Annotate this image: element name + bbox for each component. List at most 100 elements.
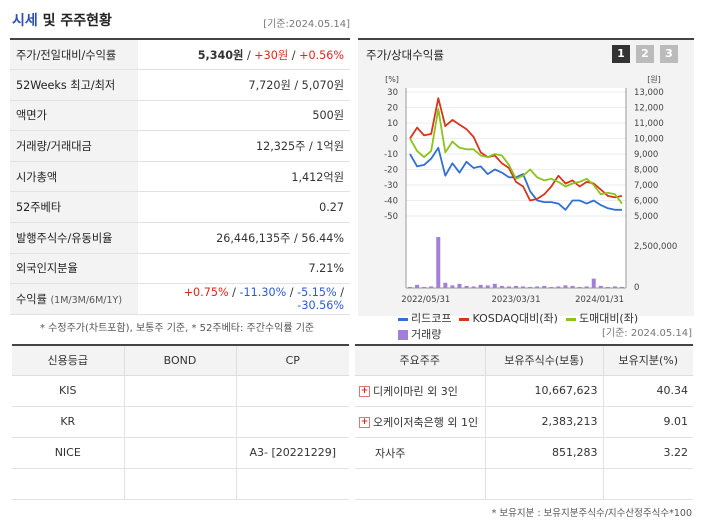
right-tick-label: 11,000: [634, 119, 664, 129]
legend-swatch: [398, 317, 408, 321]
table-cell: [123, 468, 236, 500]
table-cell: NICE: [12, 437, 124, 469]
volume-bar: [577, 286, 582, 288]
column-header: CP: [235, 345, 349, 376]
table-row: KR: [12, 406, 349, 438]
quote-value: 26,446,135주 / 56.44%: [138, 222, 350, 254]
table-row: [12, 468, 349, 500]
quote-key: 수익률 (1M/3M/6M/1Y): [10, 283, 138, 315]
volume-bar: [521, 286, 526, 288]
quote-row-foreign: 외국인지분율 7.21%: [10, 253, 350, 285]
holder-footnote: * 보유지분 : 보유지분주식수/지수산정주식수*100: [491, 508, 692, 519]
section-header: 시세 및 주주현황 [기준:2024.05.14]: [10, 8, 350, 30]
as-of-date-2: [기준: 2024.05.14]: [601, 328, 692, 339]
chart-title: 주가/상대수익률: [366, 48, 444, 62]
chart-tab-1[interactable]: 1: [612, 45, 630, 63]
table-cell: [123, 375, 236, 407]
volume-bar: [542, 285, 547, 288]
relative-return-chart: [%] [원] 30 13,000 20 12,000 10 11,000 0 10,000 -10…: [384, 75, 677, 305]
quote-key: 외국인지분율: [10, 253, 138, 285]
legend-swatch: [398, 330, 408, 340]
shareholder-name-cell: [355, 468, 485, 500]
shares-held: [484, 468, 603, 500]
shares-held: 10,667,623: [484, 375, 603, 407]
table-cell: [235, 375, 349, 407]
return-1y: -30.56%: [297, 299, 344, 313]
quote-row-par: 액면가 500원: [10, 100, 350, 132]
legend-item: 리드코프: [398, 310, 451, 326]
table-header-row: 주요주주 보유주식수(보통) 보유지분(%): [355, 345, 693, 376]
legend-item: 거래량: [398, 326, 441, 342]
quote-key: 시가총액: [10, 161, 138, 193]
table-row: NICE A3- [20221229]: [12, 437, 349, 469]
left-tick-label: 0: [393, 135, 398, 145]
column-header: 주요주주: [355, 345, 485, 376]
shareholder-name[interactable]: 디케이마린 외 3인: [373, 384, 458, 398]
holding-pct: 9.01: [602, 406, 693, 438]
shares-held: 851,283: [484, 437, 603, 469]
quote-row-price: 주가/전일대비/수익률 5,340원 / +30원 / +0.56%: [10, 39, 350, 71]
legend-swatch: [459, 317, 470, 321]
table-cell: [123, 437, 236, 469]
table-cell: A3- [20221229]: [235, 437, 349, 469]
shareholder-name-cell: 자사주: [355, 437, 485, 469]
quote-value: +0.75% / -11.30% / -5.15% / -30.56%: [138, 283, 350, 315]
shareholder-name[interactable]: 오케이저축은행 외 1인: [373, 415, 479, 429]
table-header-row: 신용등급 BOND CP: [12, 345, 349, 376]
right-tick-label: 5,000: [634, 212, 658, 222]
quote-key: 주가/전일대비/수익률: [10, 39, 138, 71]
left-tick-label: 30: [387, 88, 398, 98]
shareholder-name: 자사주: [375, 446, 406, 460]
table-row: + 디케이마린 외 3인 10,667,623 40.34: [355, 375, 693, 407]
volume-bar: [620, 286, 624, 288]
return-3m: -11.30%: [239, 286, 287, 300]
section-title: 시세 및 주주현황: [12, 10, 112, 30]
chart-tab-2[interactable]: 2: [636, 45, 654, 63]
volume-bar: [436, 237, 441, 288]
expand-icon[interactable]: +: [359, 417, 370, 428]
quote-key: 거래량/거래대금: [10, 130, 138, 162]
volume-bar: [535, 286, 540, 288]
table-cell: [123, 406, 236, 438]
legend-label: 도매대비(좌): [578, 312, 639, 325]
quote-value: 12,325주 / 1억원: [138, 130, 350, 162]
quote-key: 52주베타: [10, 191, 138, 224]
quote-value: 7.21%: [138, 253, 350, 285]
shareholder-name-cell: + 디케이마린 외 3인: [355, 375, 485, 407]
volume-bar: [612, 286, 617, 288]
chart-panel: 주가/상대수익률 1 2 3 [%] [원] 30 13,000 20 12,000 10 1…: [358, 38, 694, 341]
chart-area: [%] [원] 30 13,000 20 12,000 10 11,000 0 10,000 -10…: [358, 70, 694, 341]
quote-key: 52Weeks 최고/최저: [10, 69, 138, 101]
right-tick-label: 9,000: [634, 150, 658, 160]
column-header: 신용등급: [12, 345, 124, 376]
as-of-date: [기준:2024.05.14]: [263, 19, 350, 30]
volume-bar: [605, 286, 610, 288]
chart-tab-3[interactable]: 3: [660, 45, 678, 63]
volume-bar: [528, 286, 533, 288]
right-tick-label: 12,000: [634, 104, 664, 114]
quote-row-returns: 수익률 (1M/3M/6M/1Y) +0.75% / -11.30% / -5.…: [10, 283, 350, 315]
table-row: KIS: [12, 375, 349, 407]
separator: /: [286, 286, 298, 300]
right-tick-label: 13,000: [634, 88, 664, 98]
volume-bar: [598, 285, 603, 288]
volume-bar: [408, 286, 412, 288]
table-row: [355, 468, 693, 500]
volume-bar: [499, 285, 504, 288]
separator: /: [228, 286, 240, 300]
price-change: +30원: [254, 48, 289, 62]
separator: /: [288, 48, 300, 62]
expand-icon[interactable]: +: [359, 386, 370, 397]
holding-pct: [602, 468, 693, 500]
volume-bar: [563, 285, 568, 288]
left-tick-label: -20: [384, 166, 398, 176]
volume-bar: [415, 284, 420, 288]
separator: /: [336, 286, 344, 300]
x-tick-label: 2022/05/31: [401, 295, 450, 305]
volume-tick-label: 2,500,000: [634, 242, 677, 252]
separator: /: [243, 48, 255, 62]
volume-bar: [443, 282, 448, 288]
right-axis-unit: [원]: [647, 75, 661, 84]
volume-bar: [591, 278, 596, 288]
volume-bar: [429, 286, 434, 288]
